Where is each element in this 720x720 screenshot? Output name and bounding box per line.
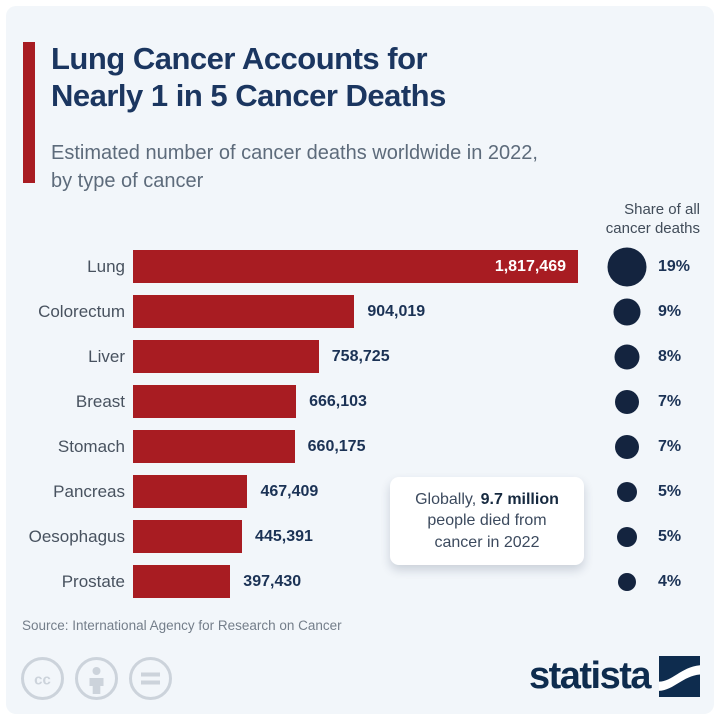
title-line-1: Lung Cancer Accounts for — [51, 41, 428, 76]
category-label: Oesophagus — [28, 527, 125, 546]
share-percent-label: 4% — [658, 572, 682, 590]
value-label: 660,175 — [307, 437, 366, 455]
cc-icon: cc — [21, 657, 64, 700]
share-percent-label: 7% — [658, 392, 682, 410]
share-percent-label: 9% — [658, 302, 682, 320]
annotation-text: Globally, 9.7 million people died from c… — [407, 485, 567, 558]
value-bar — [133, 430, 295, 463]
share-circle — [617, 481, 637, 502]
category-label: Pancreas — [53, 482, 125, 501]
share-circle — [618, 572, 636, 591]
statista-wordmark: statista — [528, 655, 652, 697]
subtitle-line-1: Estimated number of cancer deaths worldw… — [51, 142, 538, 164]
statista-brand: statista — [529, 652, 700, 700]
value-bar — [133, 475, 248, 508]
table-row: Liver 758,725 8% — [0, 334, 720, 379]
share-circle — [615, 434, 639, 459]
page-subtitle: Estimated number of cancer deaths worldw… — [51, 139, 538, 195]
value-bar — [133, 520, 243, 553]
value-bar — [133, 340, 319, 373]
value-label: 1,817,469 — [494, 257, 566, 275]
category-label: Prostate — [61, 572, 125, 591]
annotation-line-2: people died from — [427, 512, 547, 530]
annotation-line-3: cancer in 2022 — [434, 533, 540, 551]
attribution-person-icon — [75, 657, 118, 700]
category-label: Breast — [75, 392, 125, 411]
table-row: Lung 1,817,469 19% — [0, 244, 720, 289]
value-bar — [133, 295, 355, 328]
share-header-line-2: cancer deaths — [605, 219, 700, 237]
table-row: Colorectum 904,019 9% — [0, 289, 720, 334]
category-label: Liver — [88, 347, 125, 366]
annotation-bold-value: 9.7 million — [480, 490, 559, 508]
license-icons: cc — [20, 656, 173, 701]
category-label: Colorectum — [38, 302, 125, 321]
bar-chart: Lung 1,817,469 19% Colorectum 904,019 9%… — [0, 244, 720, 604]
equals-icon — [129, 657, 172, 700]
title-accent-bar — [23, 42, 35, 183]
page-title: Lung Cancer Accounts for Nearly 1 in 5 C… — [51, 40, 446, 114]
annotation-card: Globally, 9.7 million people died from c… — [390, 477, 584, 565]
svg-text:cc: cc — [34, 672, 51, 689]
share-circle — [615, 389, 639, 414]
value-label: 904,019 — [367, 302, 426, 320]
statista-logo-icon — [659, 655, 700, 697]
table-row: Stomach 660,175 7% — [0, 424, 720, 469]
share-circle — [617, 526, 637, 547]
share-circle — [607, 247, 647, 286]
share-circle — [613, 298, 641, 325]
share-percent-label: 8% — [658, 347, 682, 365]
value-label: 666,103 — [309, 392, 367, 410]
value-label: 758,725 — [331, 347, 390, 365]
share-percent-label: 7% — [658, 437, 682, 455]
table-row: Oesophagus 445,391 5% — [0, 514, 720, 559]
value-bar — [133, 565, 231, 598]
table-row: Breast 666,103 7% — [0, 379, 720, 424]
title-line-2: Nearly 1 in 5 Cancer Deaths — [51, 78, 446, 113]
value-bar: 1,817,469 — [133, 250, 578, 283]
category-label: Stomach — [57, 437, 125, 456]
source-text: Source: International Agency for Researc… — [22, 618, 342, 633]
share-column-header: Share of all cancer deaths — [606, 201, 700, 238]
value-label: 397,430 — [243, 572, 302, 590]
table-row: Pancreas 467,409 5% — [0, 469, 720, 514]
share-header-line-1: Share of all — [624, 201, 700, 218]
value-label: 445,391 — [255, 527, 313, 545]
value-bar — [133, 385, 297, 418]
share-percent-label: 5% — [658, 482, 682, 500]
subtitle-line-2: by type of cancer — [51, 170, 204, 192]
share-percent-label: 19% — [658, 257, 691, 275]
share-percent-label: 5% — [658, 527, 682, 545]
table-row: Prostate 397,430 4% — [0, 559, 720, 604]
annotation-prefix: Globally, — [415, 490, 481, 508]
infographic-card — [6, 6, 714, 714]
share-circle — [614, 344, 640, 369]
category-label: Lung — [87, 257, 125, 276]
value-label: 467,409 — [260, 482, 319, 500]
